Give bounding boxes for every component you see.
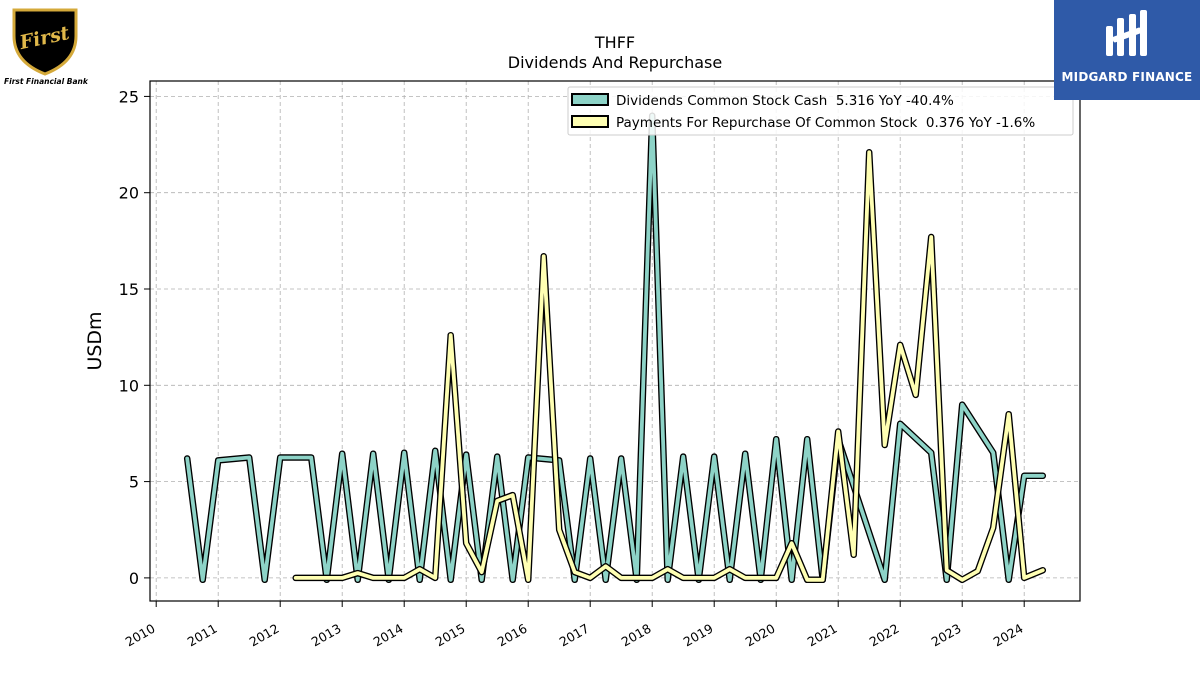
legend-box xyxy=(567,86,1074,136)
series-line xyxy=(293,150,1045,582)
y-tick-label: 15 xyxy=(119,280,139,299)
y-tick-label: 0 xyxy=(129,569,139,588)
midgard-finance-brand: MIDGARD FINANCE xyxy=(1061,70,1193,84)
y-tick-label: 5 xyxy=(129,473,139,492)
y-tick-label: 25 xyxy=(119,87,139,106)
first-financial-caption: First Financial Bank xyxy=(4,77,88,86)
y-axis: 0 5 10 15 20 25 xyxy=(119,87,150,588)
y-tick-label: 10 xyxy=(119,376,139,395)
midgard-finance-logo: MIDGARD FINANCE xyxy=(1054,0,1200,100)
first-financial-shield-icon: First xyxy=(12,8,78,76)
x-tick-label: 2011 xyxy=(185,621,220,650)
x-tick-label: 2024 xyxy=(991,621,1026,650)
legend-label-dividends: Dividends Common Stock Cash 5.316 YoY -4… xyxy=(616,93,954,109)
chart-title: THFF xyxy=(594,33,635,52)
series-0 xyxy=(183,112,1047,584)
grid-lines xyxy=(150,81,1080,601)
x-tick-label: 2012 xyxy=(247,621,282,650)
x-tick-label: 2018 xyxy=(619,621,654,650)
x-tick-label: 2021 xyxy=(805,621,840,650)
x-tick-label: 2019 xyxy=(681,621,716,650)
x-tick-label: 2017 xyxy=(557,621,592,650)
midgard-monogram-icon xyxy=(1106,10,1147,56)
x-tick-label: 2020 xyxy=(743,621,778,650)
series-1 xyxy=(292,149,1047,584)
legend: Dividends Common Stock Cash 5.316 YoY -4… xyxy=(567,86,1074,136)
series-layer xyxy=(183,112,1047,584)
first-financial-logo: First First Financial Bank xyxy=(4,4,88,86)
legend-label-repurchase: Payments For Repurchase Of Common Stock … xyxy=(616,115,1035,131)
series-line-outline xyxy=(292,149,1047,584)
y-axis-label: USDm xyxy=(84,311,106,370)
chart-subtitle: Dividends And Repurchase xyxy=(508,53,722,72)
series-line xyxy=(185,113,1045,582)
plot-frame xyxy=(149,80,1081,602)
x-tick-label: 2013 xyxy=(309,621,344,650)
x-tick-label: 2022 xyxy=(867,621,902,650)
x-axis: 2010 2011 2012 2013 2014 2015 2016 2017 2018 2019… xyxy=(123,601,1026,650)
y-tick-label: 20 xyxy=(119,184,139,203)
x-tick-label: 2014 xyxy=(371,621,406,650)
legend-swatch-repurchase xyxy=(571,115,609,128)
x-tick-label: 2016 xyxy=(495,621,530,650)
x-tick-label: 2023 xyxy=(929,621,964,650)
legend-swatch-dividends xyxy=(571,93,609,106)
x-tick-label: 2010 xyxy=(123,621,158,650)
x-tick-label: 2015 xyxy=(433,621,468,650)
